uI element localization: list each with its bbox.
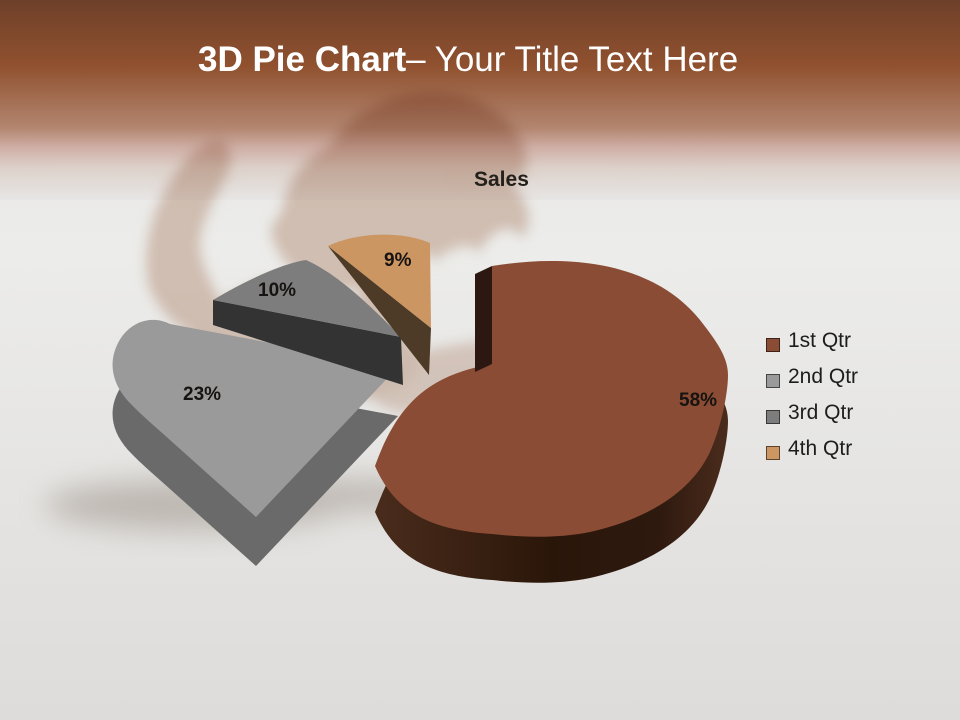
svg-text:23%: 23%: [183, 384, 221, 405]
svg-text:10%: 10%: [258, 280, 296, 301]
svg-text:58%: 58%: [679, 390, 717, 411]
svg-text:9%: 9%: [384, 250, 412, 271]
